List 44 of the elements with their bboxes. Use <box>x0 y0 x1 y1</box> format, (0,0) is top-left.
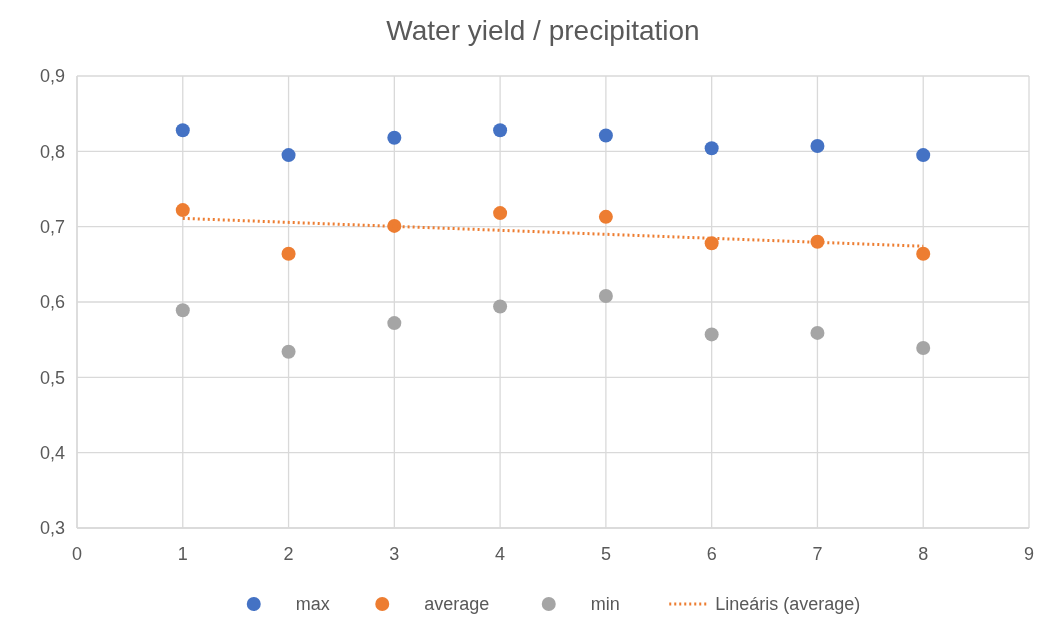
legend-label: Lineáris (average) <box>715 594 861 615</box>
point <box>916 246 931 261</box>
y-tick-label: 0,9 <box>39 66 65 87</box>
point <box>175 203 190 218</box>
point <box>387 316 402 331</box>
point <box>387 130 402 145</box>
x-tick-label: 9 <box>1023 544 1035 564</box>
x-tick-label: 3 <box>389 544 400 564</box>
y-tick-label: 0,4 <box>39 442 65 463</box>
y-tick-label: 0,7 <box>39 216 65 237</box>
legend-label: min <box>590 594 620 615</box>
x-tick-label: 8 <box>918 544 929 564</box>
point <box>175 303 190 318</box>
x-tick-label: 4 <box>495 544 506 564</box>
y-tick-label: 0,8 <box>39 141 65 162</box>
x-tick-label: 1 <box>177 544 188 564</box>
point <box>493 123 508 138</box>
y-tick-label: 0,6 <box>39 292 65 313</box>
point <box>916 148 931 163</box>
x-tick-label: 2 <box>283 544 294 564</box>
x-tick-label: 6 <box>706 544 717 564</box>
point <box>493 299 508 314</box>
point <box>704 141 719 156</box>
chart-title: Water yield / precipitation <box>386 15 700 46</box>
x-tick-label: 7 <box>812 544 823 564</box>
point <box>704 327 719 342</box>
x-tick-label: 5 <box>600 544 611 564</box>
x-tick-label: 0 <box>71 544 83 564</box>
point <box>598 288 613 303</box>
legend-label: average <box>424 594 490 615</box>
point <box>493 206 508 221</box>
point <box>175 123 190 138</box>
point <box>916 340 931 355</box>
y-tick-label: 0,3 <box>39 518 65 539</box>
point <box>598 128 613 143</box>
point <box>810 139 825 154</box>
point <box>281 246 296 261</box>
y-tick-label: 0,5 <box>39 367 65 388</box>
point <box>810 325 825 340</box>
legend-label: max <box>295 594 330 615</box>
point <box>704 236 719 251</box>
point <box>281 148 296 163</box>
point <box>598 209 613 224</box>
point <box>281 344 296 359</box>
